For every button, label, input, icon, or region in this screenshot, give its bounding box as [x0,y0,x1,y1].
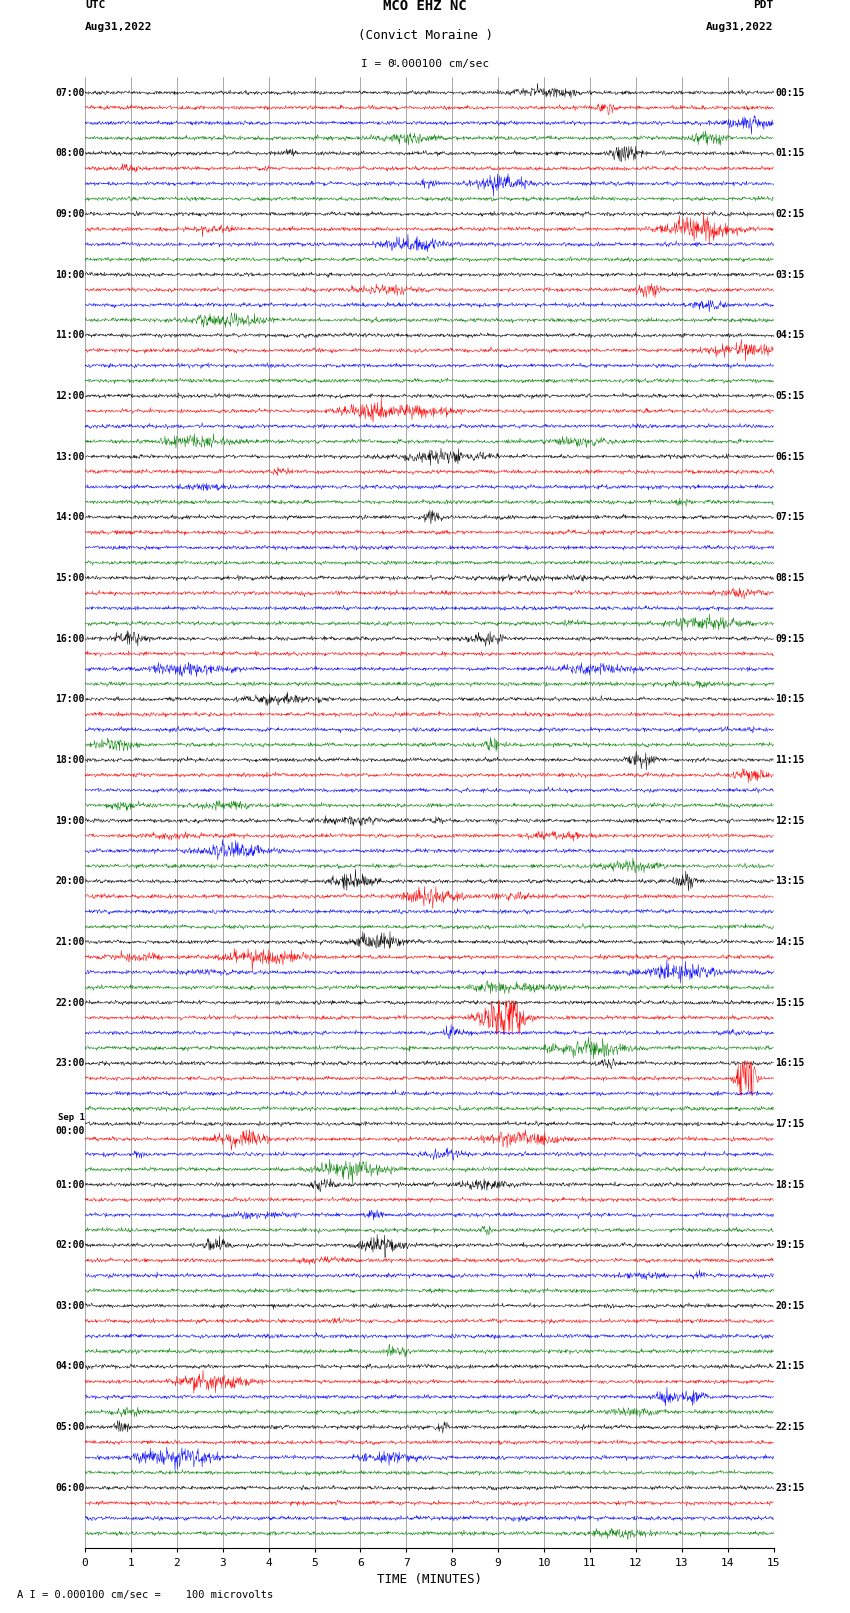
Text: 22:00: 22:00 [55,997,85,1008]
Text: 21:15: 21:15 [775,1361,804,1371]
Text: Aug31,2022: Aug31,2022 [85,23,152,32]
Text: 08:00: 08:00 [55,148,85,158]
Text: 10:00: 10:00 [55,269,85,279]
Text: UTC: UTC [85,0,105,10]
Text: 08:15: 08:15 [775,573,804,582]
Text: 11:15: 11:15 [775,755,804,765]
Text: 15:15: 15:15 [775,997,804,1008]
Text: 18:15: 18:15 [775,1179,804,1189]
Text: 03:00: 03:00 [55,1300,85,1311]
Text: 01:15: 01:15 [775,148,804,158]
Text: 19:15: 19:15 [775,1240,804,1250]
X-axis label: TIME (MINUTES): TIME (MINUTES) [377,1573,482,1586]
Text: 00:00: 00:00 [55,1126,85,1136]
Text: 04:00: 04:00 [55,1361,85,1371]
Text: Sep 1: Sep 1 [58,1113,85,1121]
Text: 19:00: 19:00 [55,816,85,826]
Text: (Convict Moraine ): (Convict Moraine ) [358,29,492,42]
Text: 17:15: 17:15 [775,1119,804,1129]
Text: 00:15: 00:15 [775,87,804,98]
Text: 07:15: 07:15 [775,513,804,523]
Text: 23:00: 23:00 [55,1058,85,1068]
Text: 04:15: 04:15 [775,331,804,340]
Text: 20:15: 20:15 [775,1300,804,1311]
Text: 16:00: 16:00 [55,634,85,644]
Text: 02:00: 02:00 [55,1240,85,1250]
Text: 10:15: 10:15 [775,694,804,705]
Text: 03:15: 03:15 [775,269,804,279]
Text: 20:00: 20:00 [55,876,85,886]
Text: 14:00: 14:00 [55,513,85,523]
Text: 12:00: 12:00 [55,390,85,402]
Text: 12:15: 12:15 [775,816,804,826]
Text: 16:15: 16:15 [775,1058,804,1068]
Text: 18:00: 18:00 [55,755,85,765]
Text: A I = 0.000100 cm/sec =    100 microvolts: A I = 0.000100 cm/sec = 100 microvolts [17,1590,273,1600]
Text: 01:00: 01:00 [55,1179,85,1189]
Text: ◁: ◁ [390,56,395,66]
Text: 14:15: 14:15 [775,937,804,947]
Text: 17:00: 17:00 [55,694,85,705]
Text: 15:00: 15:00 [55,573,85,582]
Text: 23:15: 23:15 [775,1482,804,1492]
Text: I = 0.000100 cm/sec: I = 0.000100 cm/sec [361,60,489,69]
Text: 11:00: 11:00 [55,331,85,340]
Text: 07:00: 07:00 [55,87,85,98]
Text: 02:15: 02:15 [775,210,804,219]
Text: 21:00: 21:00 [55,937,85,947]
Text: 13:15: 13:15 [775,876,804,886]
Text: 09:00: 09:00 [55,210,85,219]
Text: 05:00: 05:00 [55,1423,85,1432]
Text: 05:15: 05:15 [775,390,804,402]
Text: 22:15: 22:15 [775,1423,804,1432]
Text: MCO EHZ NC: MCO EHZ NC [383,0,467,13]
Text: 13:00: 13:00 [55,452,85,461]
Text: 06:15: 06:15 [775,452,804,461]
Text: PDT: PDT [753,0,774,10]
Text: Aug31,2022: Aug31,2022 [706,23,774,32]
Text: 06:00: 06:00 [55,1482,85,1492]
Text: 09:15: 09:15 [775,634,804,644]
